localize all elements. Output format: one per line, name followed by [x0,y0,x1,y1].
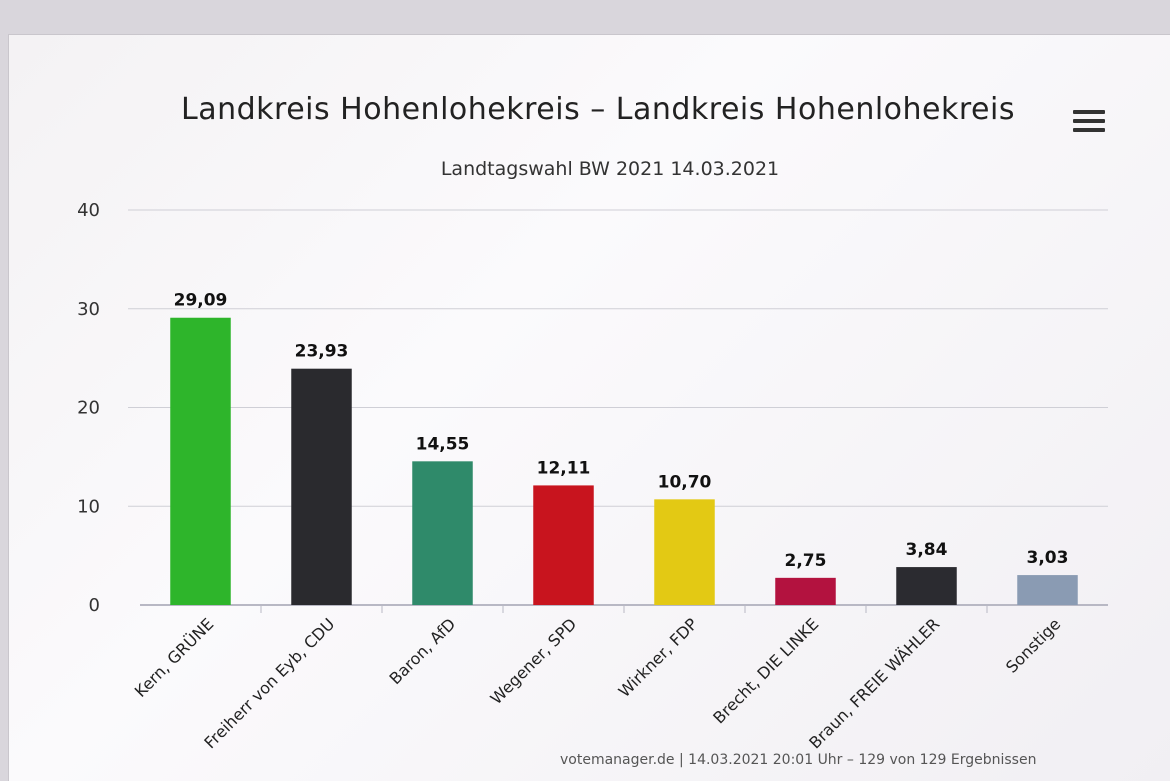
bar [533,485,594,605]
data-label: 3,03 [1027,548,1069,568]
y-tick-label: 30 [77,299,100,320]
bar [1017,575,1078,605]
x-category-label: Braun, FREIE WÄHLER [805,614,943,752]
data-label: 10,70 [658,472,712,492]
x-category-label: Wegener, SPD [487,614,581,708]
data-label: 23,93 [295,342,349,362]
bar [896,567,957,605]
chart-footer: votemanager.de | 14.03.2021 20:01 Uhr – … [560,752,1037,768]
x-category-label: Baron, AfD [385,614,459,688]
data-label: 14,55 [416,434,470,454]
y-tick-label: 10 [77,496,100,517]
x-category-label: Kern, GRÜNE [131,614,218,701]
data-label: 2,75 [785,551,827,571]
bar [654,499,715,605]
hamburger-menu-icon[interactable] [1073,110,1105,136]
x-category-label: Sonstige [1002,614,1064,676]
data-label: 3,84 [906,540,948,560]
chart-subtitle: Landtagswahl BW 2021 14.03.2021 [440,158,780,180]
data-label: 29,09 [174,291,228,311]
bar [775,577,836,605]
x-category-label: Freiherr von Eyb, CDU [200,614,338,752]
x-category-label: Brecht, DIE LINKE [709,614,822,727]
data-label: 12,11 [537,458,591,478]
y-tick-label: 20 [77,398,100,419]
bar [170,317,231,605]
y-tick-label: 40 [77,200,100,221]
y-tick-label: 0 [89,595,100,616]
x-category-label: Wirkner, FDP [615,614,702,701]
chart-title: Landkreis Hohenlohekreis – Landkreis Hoh… [181,92,1015,127]
bar [412,461,473,605]
bar [291,368,352,605]
